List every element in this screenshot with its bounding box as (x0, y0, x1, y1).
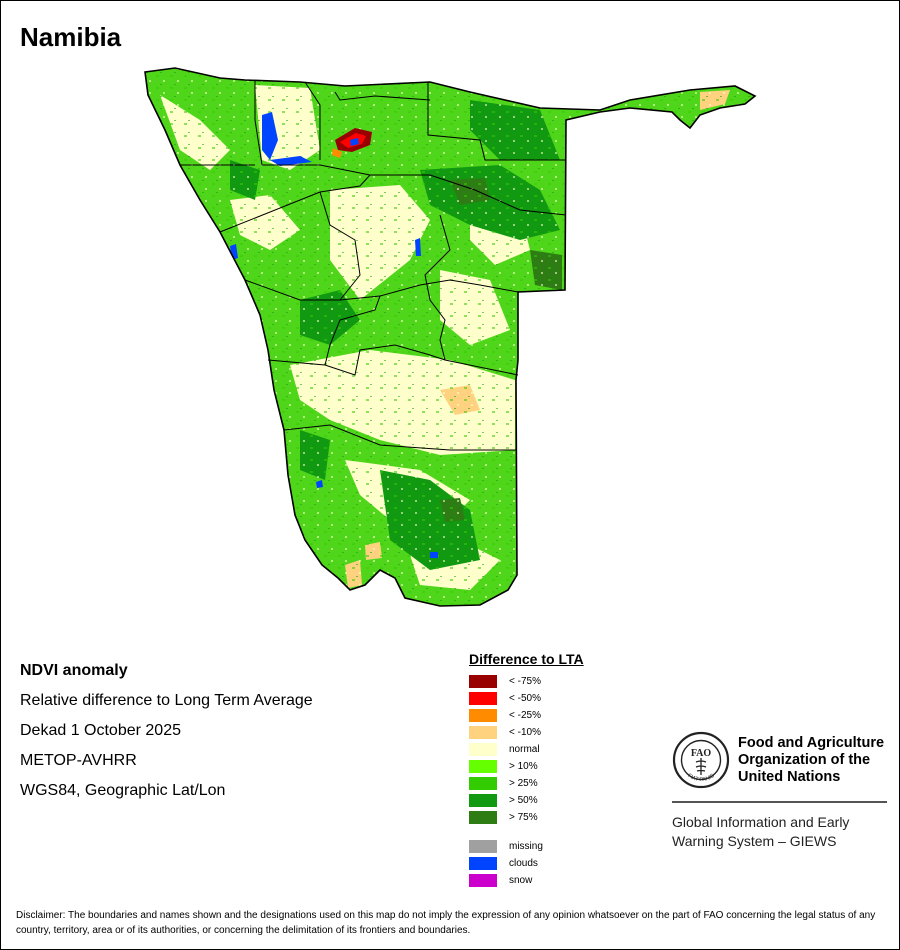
fao-organization-name: Food and Agriculture Organization of the… (738, 735, 885, 785)
legend-swatch (469, 874, 497, 887)
fao-block: FAO FIAT PANIS Food and Agriculture Orga… (672, 731, 887, 849)
legend-label: > 75% (509, 812, 538, 823)
legend-item: > 50% (469, 792, 584, 809)
legend-item: normal (469, 741, 584, 758)
ndvi-anomaly-map (144, 67, 757, 607)
legend-item: > 10% (469, 758, 584, 775)
product-projection: WGS84, Geographic Lat/Lon (20, 782, 226, 799)
legend-swatch (469, 794, 497, 807)
legend-swatch (469, 709, 497, 722)
legend-swatch (469, 743, 497, 756)
product-sensor: METOP-AVHRR (20, 752, 137, 769)
legend-title: Difference to LTA (469, 651, 584, 667)
disclaimer: Disclaimer: The boundaries and names sho… (16, 910, 876, 936)
product-description: Relative difference to Long Term Average (20, 692, 313, 709)
legend-item: < -75% (469, 673, 584, 690)
legend: Difference to LTA < -75% < -50% < -25% <… (469, 651, 584, 889)
fao-emblem-text: FAO (691, 748, 712, 759)
giews-name: Global Information and Early Warning Sys… (672, 814, 850, 849)
legend-label: < -10% (509, 727, 541, 738)
legend-item: > 25% (469, 775, 584, 792)
legend-item: < -50% (469, 690, 584, 707)
legend-label: snow (509, 875, 533, 886)
legend-item: > 75% (469, 809, 584, 826)
legend-label: missing (509, 841, 543, 852)
legend-item: < -25% (469, 707, 584, 724)
map-info: NDVI anomaly Relative difference to Long… (20, 656, 313, 806)
legend-label: > 50% (509, 795, 538, 806)
legend-swatch (469, 692, 497, 705)
fao-divider (672, 801, 887, 803)
legend-item: clouds (469, 855, 584, 872)
legend-swatch (469, 811, 497, 824)
map-title: Namibia (20, 22, 122, 52)
legend-item: < -10% (469, 724, 584, 741)
legend-swatch (469, 840, 497, 853)
legend-label: normal (509, 744, 540, 755)
legend-swatch (469, 675, 497, 688)
legend-label: < -50% (509, 693, 541, 704)
legend-swatch (469, 777, 497, 790)
legend-swatch (469, 760, 497, 773)
legend-item: snow (469, 872, 584, 889)
legend-label: > 10% (509, 761, 538, 772)
region-boundaries (180, 80, 567, 451)
anomaly-classes (145, 68, 755, 606)
legend-swatch (469, 857, 497, 870)
legend-label: < -25% (509, 710, 541, 721)
legend-label: < -75% (509, 676, 541, 687)
namibia-border (144, 67, 757, 607)
fao-emblem-motto: FIAT PANIS (686, 773, 716, 783)
legend-item: missing (469, 838, 584, 855)
legend-label: > 25% (509, 778, 538, 789)
product-period: Dekad 1 October 2025 (20, 722, 181, 739)
product-name: NDVI anomaly (20, 662, 128, 679)
fao-emblem-icon: FAO FIAT PANIS (672, 731, 730, 789)
legend-swatch (469, 726, 497, 739)
legend-label: clouds (509, 858, 538, 869)
